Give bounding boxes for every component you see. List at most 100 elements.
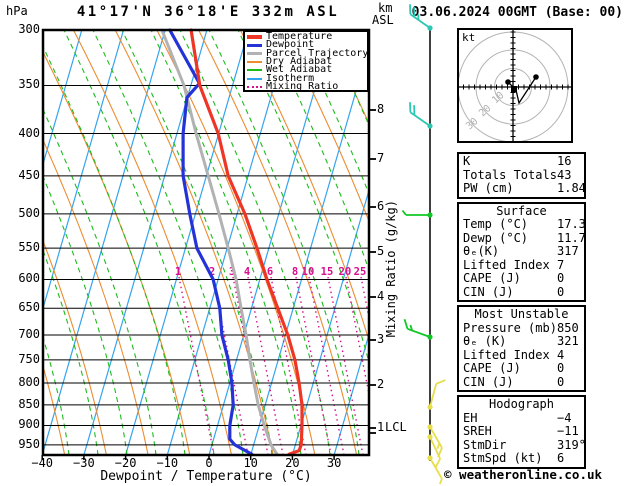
wind-barb-dot: [427, 434, 433, 440]
wet-adiabat-line: [43, 175, 128, 455]
panel-row-label: Lifted Index: [463, 257, 550, 272]
wind-barb-feather: [434, 458, 441, 468]
wind-barb-half-feather: [436, 443, 441, 450]
wind-barb-dot: [427, 424, 433, 430]
dry-adiabat-line: [323, 30, 369, 125]
pressure-tick-label: 550: [18, 240, 40, 255]
panel-row-value: 850: [557, 320, 579, 335]
pressure-tick-label: 350: [18, 77, 40, 92]
panel-row-label: Dewp (°C): [463, 230, 529, 245]
panel-row-label: θₑ(K): [463, 244, 500, 258]
panel-title: Most Unstable: [474, 307, 569, 321]
isotherm-line: [291, 188, 369, 455]
isotherm-line: [43, 30, 125, 311]
dry-adiabat-line: [43, 50, 191, 455]
hodograph-unit-label: kt: [462, 31, 476, 44]
panel-surface: Surface Temp (°C) 17.3 Dewp (°C) 11.7 θₑ(K) 31…: [457, 201, 586, 302]
panel-row-value: −11: [557, 424, 579, 438]
wind-barb-feather: [409, 102, 412, 113]
wet-adiabat-line: [92, 30, 244, 455]
wind-barb: [429, 379, 446, 408]
wet-adiabat-line: [324, 30, 369, 127]
hodograph-trace-dot: [505, 79, 511, 85]
pressure-tick-label: 300: [18, 21, 40, 36]
legend-row: Dewpoint: [247, 40, 367, 50]
wind-barb-feather: [409, 4, 412, 15]
legend-row: Dry Adiabat: [247, 57, 367, 67]
wind-barb-staff: [429, 436, 441, 460]
hodograph-trace-dot: [533, 74, 539, 80]
km-tick-label: 3: [377, 332, 385, 346]
mixing-ratio-value: 1: [175, 266, 181, 278]
pressure-tick-label: 400: [18, 125, 40, 140]
panel-row-value: 0: [557, 271, 565, 285]
wind-barb-half-feather: [409, 324, 414, 331]
km-tick-label: 5: [377, 244, 385, 258]
panel-row-value: 0: [557, 361, 565, 375]
panel-row-label: CIN (J): [463, 284, 514, 299]
wet-adiabat-line: [295, 30, 369, 196]
wind-barb: [429, 436, 441, 468]
hodograph-box: kt 10 20 30: [457, 28, 573, 143]
dewpoint-curve: [168, 28, 254, 456]
panel-row-value: 17.3: [557, 217, 586, 231]
wet-adiabat-line: [43, 45, 186, 455]
temp-tick-label: −40: [31, 456, 54, 470]
panel-row-value: −4: [557, 410, 572, 425]
mixing-ratio-line: [360, 276, 369, 322]
panel-row-label: CIN (J): [463, 374, 514, 389]
km-tick-label: 2: [377, 377, 385, 391]
mixing-ratio-value: 3: [229, 266, 235, 278]
mixing-ratio-value: 10: [302, 266, 315, 278]
dry-adiabat-line: [239, 30, 369, 343]
wind-barb-half-feather: [439, 478, 443, 485]
panel-row-value: 319°: [557, 437, 586, 452]
panel-row-value: 43: [557, 167, 572, 182]
indices-panels: K 16 Totals Totals 43 PW (cm) 1.84 Surface Temp…: [457, 152, 586, 472]
dry-adiabat-line: [43, 364, 66, 455]
wind-barb: [409, 102, 431, 127]
panel-indices: K 16 Totals Totals 43 PW (cm) 1.84: [457, 152, 586, 199]
legend-label: Isotherm: [266, 72, 315, 84]
pressure-tick-label: 750: [18, 351, 40, 366]
mixing-ratio-value: 8: [292, 266, 298, 278]
legend-label: Parcel Trajectory: [266, 47, 369, 59]
isotherm-line: [250, 44, 369, 455]
legend-swatch-thin: [247, 69, 262, 72]
panel-row: EH −4: [459, 410, 584, 426]
wind-barb-staff: [409, 13, 431, 29]
hodograph-ring-label: 10: [490, 90, 506, 106]
dry-adiabat-line: [281, 30, 369, 223]
panel-row-label: CAPE (J): [463, 361, 521, 375]
panel-row: Temp (°C) 17.3: [459, 217, 586, 232]
legend-swatch-thick: [247, 35, 262, 39]
wind-barb: [409, 4, 431, 29]
panel-row-value: 7: [557, 257, 565, 272]
panel-row-label: Lifted Index: [463, 347, 550, 362]
legend-row: Parcel Trajectory: [247, 47, 369, 59]
panel-row-value: 4: [557, 347, 565, 362]
wind-barb-feather: [435, 379, 446, 385]
panel-row: Totals Totals 43: [459, 167, 584, 183]
wind-barb: [401, 209, 430, 216]
wet-adiabat-line: [43, 248, 99, 455]
temp-tick-label: 20: [285, 456, 300, 470]
wind-barb: [429, 457, 443, 485]
wind-barb-staff: [407, 327, 431, 338]
km-tick-label: 7: [377, 151, 385, 165]
wind-barb-dot: [427, 212, 433, 218]
legend-swatch-thick: [247, 43, 262, 48]
panel-row-label: SREH: [463, 424, 492, 438]
panel-row-value: 317: [557, 244, 579, 258]
panel-row: PW (cm) 1.84: [459, 181, 586, 196]
parcel-trajectory-curve: [160, 28, 279, 456]
wind-barb-staff: [429, 383, 438, 408]
pressure-axis-unit: hPa: [6, 4, 28, 18]
pressure-tick-label: 450: [18, 167, 40, 182]
panel-row-label: PW (cm): [463, 181, 514, 195]
pressure-tick-label: 650: [18, 300, 40, 315]
legend-swatch-thin: [247, 61, 262, 64]
legend-swatch-thick: [247, 51, 262, 56]
wind-barb-feather: [413, 105, 416, 116]
wet-adiabat-line: [266, 30, 369, 272]
